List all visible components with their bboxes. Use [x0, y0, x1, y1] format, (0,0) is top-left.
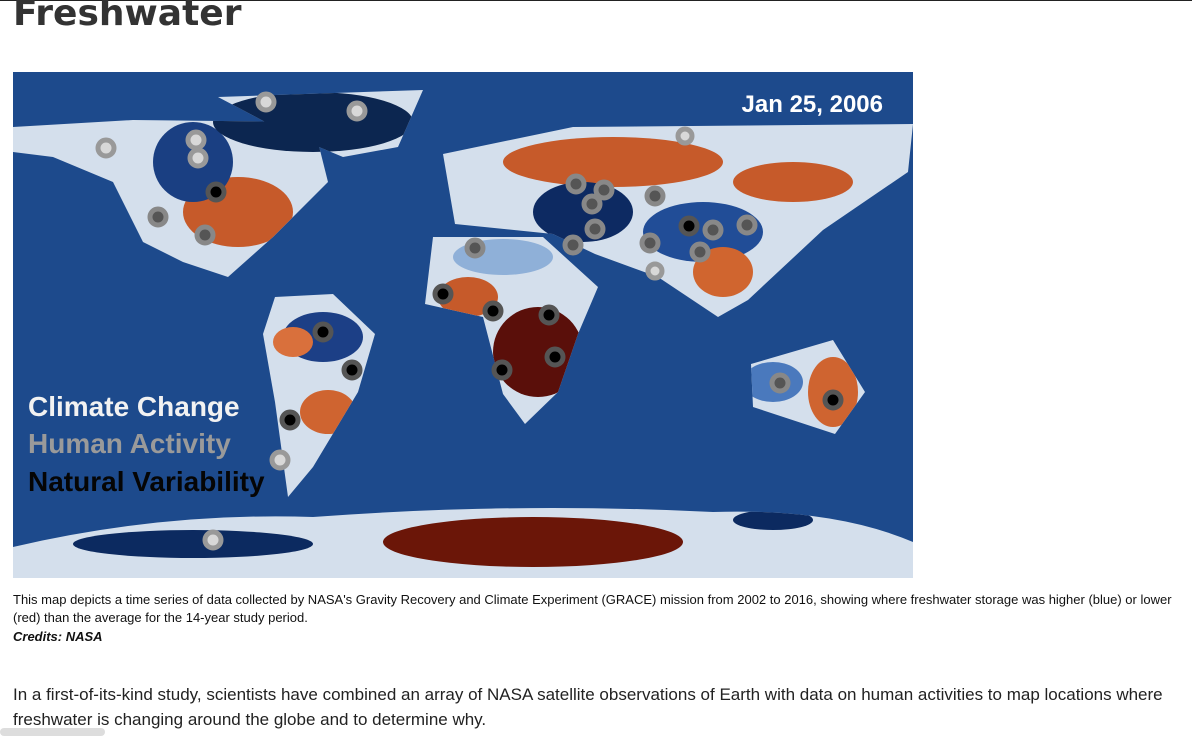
scrollbar[interactable]	[0, 728, 105, 736]
markers	[95, 91, 844, 551]
date-label: Jan 25, 2006	[742, 91, 883, 118]
figure-credits: Credits: NASA	[13, 629, 103, 644]
page-title: Freshwater	[13, 0, 242, 34]
legend-climate: Climate Change	[28, 391, 240, 422]
figure-caption: This map depicts a time series of data c…	[13, 592, 1172, 625]
legend-human: Human Activity	[28, 428, 231, 459]
freshwater-map: Jan 25, 2006 Climate Change Human Activi…	[13, 72, 913, 578]
body-paragraph: In a first-of-its-kind study, scientists…	[13, 685, 1163, 729]
legend-natural: Natural Variability	[28, 466, 265, 497]
